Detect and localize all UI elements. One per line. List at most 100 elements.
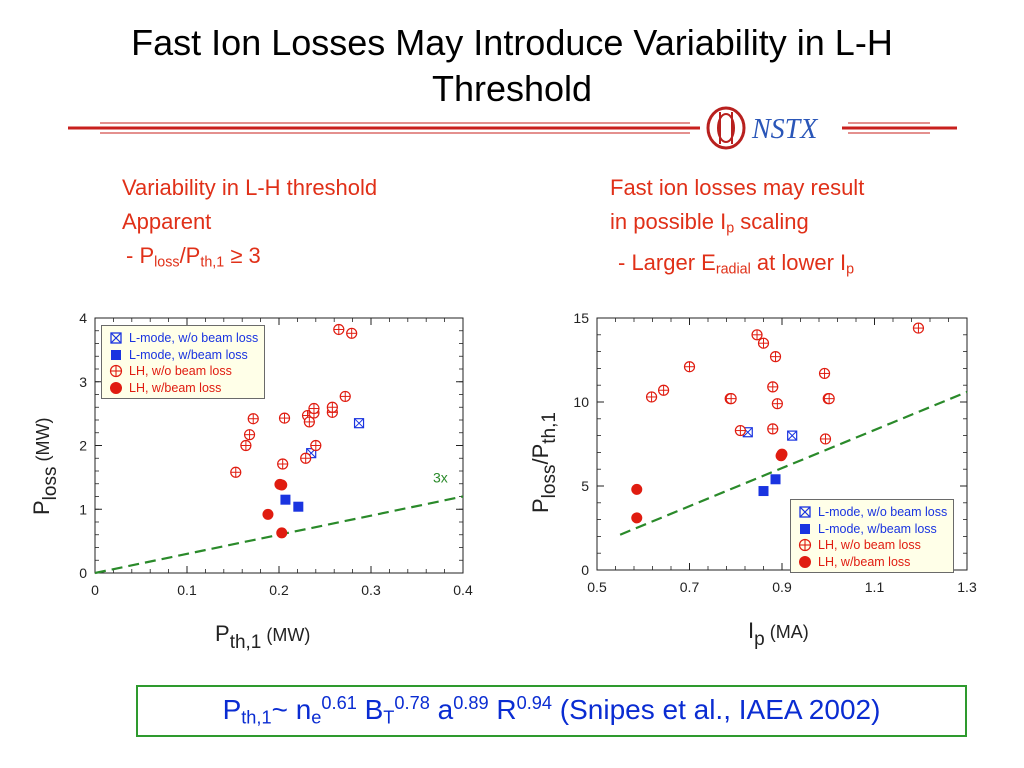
y-tick-label: 10 bbox=[573, 394, 589, 410]
trend-label: 3x bbox=[433, 470, 448, 486]
lh-no-loss-point bbox=[683, 361, 696, 373]
x-tick-label: 0.1 bbox=[177, 582, 197, 598]
left-caption-line3: - Ploss/Pth,1 ≥ 3 bbox=[126, 243, 261, 271]
scaling-formula-box: Pth,1~ ne0.61 BT0.78 a0.89 R0.94 (Snipes… bbox=[136, 685, 967, 737]
y-axis-label: Ploss (MW) bbox=[29, 418, 61, 515]
lh-no-loss-point bbox=[326, 401, 338, 413]
left-caption-line1: Variability in L-H threshold bbox=[122, 175, 378, 200]
y-tick-label: 1 bbox=[79, 501, 87, 517]
lh-no-loss-point bbox=[771, 398, 783, 410]
square-marker-icon bbox=[111, 349, 121, 360]
x-tick-label: 0 bbox=[91, 582, 99, 598]
lh-no-loss-point bbox=[823, 393, 835, 405]
lh-no-loss-point bbox=[230, 466, 242, 478]
series bbox=[230, 323, 358, 478]
legend-item: L-mode, w/beam loss bbox=[797, 521, 947, 538]
lh-no-loss-point bbox=[333, 323, 345, 336]
right-caption-line3: - Larger Eradial at lower Ip bbox=[618, 249, 855, 278]
lh-no-loss-point bbox=[247, 413, 259, 425]
lh-no-loss-point bbox=[757, 337, 770, 349]
left-caption-line2: Apparent bbox=[122, 209, 212, 234]
lh-no-loss-point bbox=[645, 391, 658, 403]
lh-no-loss-point bbox=[819, 433, 832, 445]
lh-no-loss-point bbox=[725, 393, 737, 405]
lh-no-loss-point bbox=[308, 402, 320, 415]
chart-legend-left: L-mode, w/o beam loss L-mode, w/beam los… bbox=[101, 325, 266, 399]
lmode-no-loss-point bbox=[353, 418, 365, 429]
lh-no-loss-point bbox=[767, 381, 779, 393]
circle-plus-marker-icon bbox=[109, 365, 123, 378]
chart-legend-right: L-mode, w/o beam loss L-mode, w/beam los… bbox=[790, 499, 955, 573]
box-x-marker-icon bbox=[799, 506, 811, 518]
slide-title: Fast Ion Losses May Introduce Variabilit… bbox=[0, 20, 1024, 112]
series bbox=[280, 494, 304, 512]
x-tick-label: 1.3 bbox=[957, 579, 977, 595]
x-tick-label: 0.4 bbox=[453, 582, 473, 598]
x-tick-label: 0.9 bbox=[772, 579, 792, 595]
lh-no-loss-point bbox=[346, 327, 358, 339]
left-caption: Variability in L-H threshold Apparent - … bbox=[122, 171, 377, 280]
nstx-logo-icon bbox=[706, 106, 746, 150]
legend-item: LH, w/beam loss bbox=[797, 554, 947, 571]
rule-left bbox=[68, 122, 700, 134]
legend-item: L-mode, w/beam loss bbox=[108, 347, 258, 364]
lmode-beam-loss-point bbox=[770, 474, 781, 485]
x-tick-label: 1.1 bbox=[865, 579, 885, 595]
y-tick-label: 4 bbox=[79, 310, 87, 326]
lh-beam-loss-point bbox=[631, 512, 643, 524]
box-x-marker-icon bbox=[110, 332, 122, 344]
lh-no-loss-point bbox=[658, 384, 670, 396]
legend-item: L-mode, w/o beam loss bbox=[797, 504, 947, 521]
legend-item: LH, w/o beam loss bbox=[797, 537, 947, 554]
chart-ploss-vs-pth-svg: 0 0.1 0.2 0.3 0.4 0 1 2 3 4 Pth,1 (MW) Ploss (MW) 3x bbox=[29, 310, 473, 653]
series bbox=[758, 474, 781, 497]
title-rule: NSTX bbox=[68, 106, 957, 150]
lh-no-loss-point bbox=[300, 452, 312, 464]
trend-line bbox=[619, 390, 968, 536]
nstx-logo-text: NSTX bbox=[751, 114, 818, 145]
x-axis-label: Ip (MA) bbox=[748, 618, 809, 650]
legend-item: L-mode, w/o beam loss bbox=[108, 330, 258, 347]
right-caption: Fast ion losses may result in possible I… bbox=[610, 171, 864, 286]
lh-no-loss-point bbox=[240, 439, 252, 452]
y-tick-label: 2 bbox=[79, 438, 87, 454]
lh-no-loss-point bbox=[339, 390, 351, 403]
y-tick-label: 0 bbox=[581, 562, 589, 578]
rule-right bbox=[842, 122, 957, 134]
series bbox=[645, 322, 925, 445]
lh-no-loss-point bbox=[278, 412, 291, 424]
slide-title-line1: Fast Ion Losses May Introduce Variabilit… bbox=[131, 22, 893, 63]
x-tick-label: 0.7 bbox=[680, 579, 700, 595]
lh-no-loss-point bbox=[912, 322, 925, 334]
dot-marker-icon bbox=[799, 555, 811, 568]
lh-beam-loss-point bbox=[276, 527, 288, 539]
lh-beam-loss-point bbox=[631, 483, 643, 495]
slide-title-line2: Threshold bbox=[431, 68, 593, 109]
right-caption-line2: in possible Ip scaling bbox=[610, 209, 809, 237]
y-tick-label: 0 bbox=[79, 565, 87, 581]
square-marker-icon bbox=[800, 523, 810, 534]
x-tick-label: 0.2 bbox=[269, 582, 289, 598]
legend-item: LH, w/o beam loss bbox=[108, 363, 258, 380]
series bbox=[306, 418, 365, 459]
dot-marker-icon bbox=[110, 381, 122, 394]
lmode-beam-loss-point bbox=[758, 486, 769, 497]
lh-no-loss-point bbox=[767, 423, 779, 435]
lh-no-loss-point bbox=[769, 351, 782, 363]
series bbox=[262, 478, 288, 539]
circle-plus-marker-icon bbox=[798, 539, 812, 552]
chart-ploss-vs-pth: 0 0.1 0.2 0.3 0.4 0 1 2 3 4 Pth,1 (MW) Ploss (MW) 3x… bbox=[0, 300, 500, 680]
lh-no-loss-point bbox=[734, 424, 746, 437]
formula-text: Pth,1~ ne0.61 BT0.78 a0.89 R0.94 (Snipes… bbox=[222, 693, 881, 728]
lh-no-loss-point bbox=[303, 416, 315, 428]
axes: 0 0.1 0.2 0.3 0.4 0 1 2 3 4 bbox=[79, 310, 473, 598]
lmode-beam-loss-point bbox=[293, 501, 304, 512]
lh-no-loss-point bbox=[310, 439, 322, 452]
x-axis-label: Pth,1 (MW) bbox=[215, 621, 310, 653]
lh-beam-loss-point bbox=[776, 448, 788, 460]
lh-beam-loss-point bbox=[276, 479, 288, 491]
y-tick-label: 5 bbox=[581, 478, 589, 494]
chart-ratio-vs-ip-svg: 0.5 0.7 0.9 1.1 1.3 0 5 10 15 Ip (MA) Ploss/Pth,1 bbox=[528, 310, 977, 650]
y-tick-label: 3 bbox=[79, 374, 87, 390]
lmode-beam-loss-point bbox=[280, 494, 291, 505]
